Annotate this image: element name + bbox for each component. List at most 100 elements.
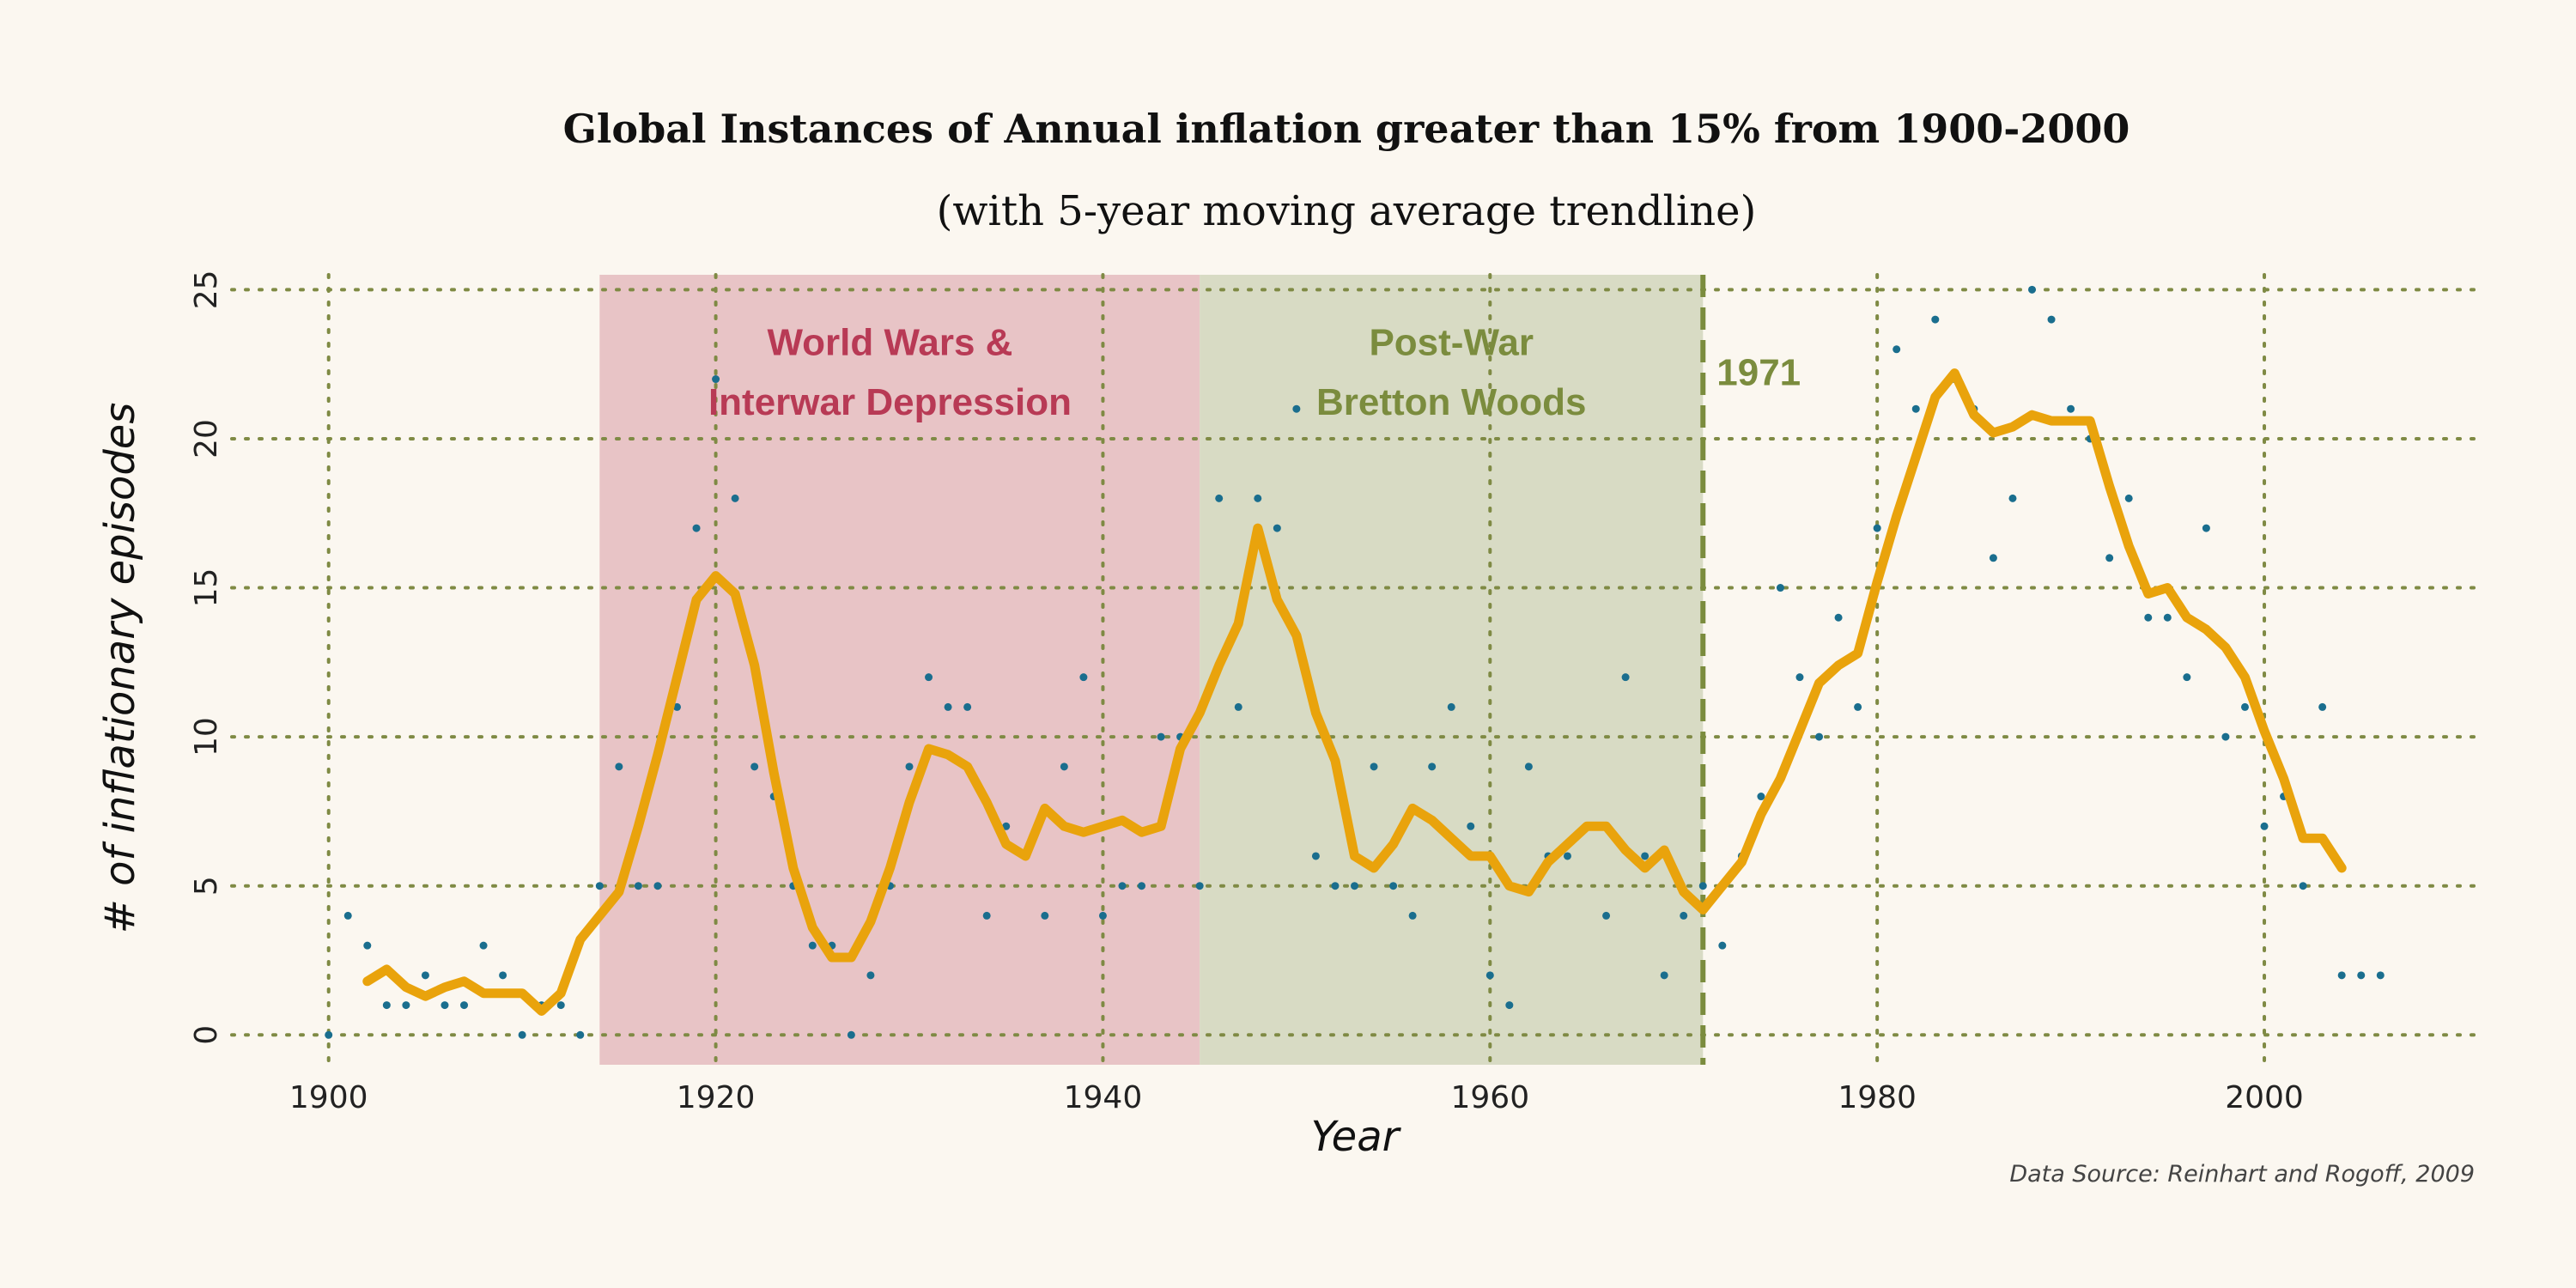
region-label-2-line-2: Bretton Woods bbox=[1316, 381, 1587, 423]
data-point-1958 bbox=[1447, 702, 1455, 711]
data-point-1959 bbox=[1467, 822, 1475, 830]
data-point-1928 bbox=[866, 971, 875, 980]
data-point-1972 bbox=[1718, 941, 1727, 950]
data-point-1997 bbox=[2202, 524, 2210, 532]
data-point-1918 bbox=[672, 702, 681, 711]
data-point-1905 bbox=[421, 971, 429, 980]
data-point-1939 bbox=[1079, 673, 1088, 682]
data-point-1937 bbox=[1041, 911, 1049, 920]
data-point-1919 bbox=[692, 524, 701, 532]
data-point-1962 bbox=[1524, 762, 1533, 771]
region-label-2-line-1: Post-War bbox=[1369, 322, 1534, 364]
data-point-1989 bbox=[2047, 315, 2056, 324]
data-point-1954 bbox=[1370, 762, 1378, 771]
data-point-1975 bbox=[1776, 584, 1784, 592]
region-labels: 1971 World Wars & Interwar Depression Post-… bbox=[708, 322, 1801, 423]
data-point-1934 bbox=[982, 911, 991, 920]
data-point-1955 bbox=[1389, 882, 1398, 890]
data-point-1956 bbox=[1408, 911, 1417, 920]
y-tick-label-10: 10 bbox=[189, 717, 224, 756]
data-point-1952 bbox=[1331, 882, 1340, 890]
data-point-2002 bbox=[2299, 882, 2307, 890]
data-point-1925 bbox=[808, 941, 817, 950]
data-point-1922 bbox=[750, 762, 759, 771]
data-point-2006 bbox=[2376, 971, 2385, 980]
data-point-1976 bbox=[1795, 673, 1804, 682]
trendline-layer bbox=[362, 368, 2347, 1016]
data-point-2000 bbox=[2260, 822, 2269, 830]
data-point-1949 bbox=[1273, 524, 1281, 532]
data-point-1998 bbox=[2221, 732, 2230, 741]
x-tick-label-1960: 1960 bbox=[1450, 1080, 1529, 1115]
data-point-1913 bbox=[576, 1030, 585, 1039]
data-point-1903 bbox=[382, 1001, 391, 1010]
data-point-1933 bbox=[963, 702, 972, 711]
region-band-1 bbox=[599, 275, 1200, 1065]
data-point-1914 bbox=[595, 882, 604, 890]
y-tick-label-25: 25 bbox=[189, 270, 224, 309]
data-point-1943 bbox=[1157, 732, 1165, 741]
data-point-1983 bbox=[1931, 315, 1940, 324]
data-point-1920 bbox=[712, 375, 720, 384]
y-tick-label-15: 15 bbox=[189, 568, 224, 608]
x-tick-label-1900: 1900 bbox=[289, 1080, 368, 1115]
data-point-2003 bbox=[2318, 702, 2327, 711]
data-point-1900 bbox=[325, 1030, 333, 1039]
data-point-1912 bbox=[556, 1001, 565, 1010]
trendline bbox=[362, 368, 2347, 1016]
data-point-1980 bbox=[1873, 524, 1881, 532]
region-label-1-line-2: Interwar Depression bbox=[708, 381, 1072, 423]
x-tick-label-1940: 1940 bbox=[1064, 1080, 1143, 1115]
data-point-1968 bbox=[1641, 852, 1649, 860]
data-point-1931 bbox=[925, 673, 933, 682]
chart-title: Global Instances of Annual inflation gre… bbox=[563, 106, 2130, 152]
data-point-1993 bbox=[2124, 494, 2133, 502]
shaded-regions bbox=[599, 275, 1704, 1065]
region-band-2 bbox=[1200, 275, 1704, 1065]
data-point-1950 bbox=[1292, 404, 1301, 413]
data-point-1927 bbox=[847, 1030, 855, 1039]
data-point-1907 bbox=[460, 1001, 469, 1010]
data-point-1904 bbox=[402, 1001, 410, 1010]
data-point-1974 bbox=[1757, 793, 1765, 801]
data-point-1994 bbox=[2144, 613, 2153, 622]
data-point-1957 bbox=[1428, 762, 1437, 771]
data-point-1901 bbox=[343, 911, 352, 920]
x-tick-label-1980: 1980 bbox=[1838, 1080, 1917, 1115]
data-point-1908 bbox=[479, 941, 488, 950]
data-point-1990 bbox=[2067, 404, 2075, 413]
x-tick-label-1920: 1920 bbox=[677, 1080, 756, 1115]
data-point-1979 bbox=[1854, 702, 1862, 711]
data-point-1930 bbox=[905, 762, 914, 771]
tick-labels: 1900 1920 1940 1960 1980 2000 0 5 10 15 20 25 bbox=[189, 270, 2304, 1115]
data-point-1961 bbox=[1505, 1001, 1514, 1010]
data-point-1971 bbox=[1698, 882, 1707, 890]
data-point-1935 bbox=[1002, 822, 1011, 830]
y-tick-label-0: 0 bbox=[189, 1025, 224, 1045]
data-point-1906 bbox=[440, 1001, 449, 1010]
y-tick-label-5: 5 bbox=[189, 876, 224, 896]
data-point-1938 bbox=[1060, 762, 1068, 771]
gridlines bbox=[230, 273, 2479, 1066]
data-point-1969 bbox=[1660, 971, 1668, 980]
data-point-1992 bbox=[2105, 554, 2114, 562]
data-point-2005 bbox=[2357, 971, 2366, 980]
data-point-1967 bbox=[1621, 673, 1630, 682]
data-point-1981 bbox=[1893, 345, 1901, 354]
x-axis-title: Year bbox=[1311, 1113, 1402, 1161]
data-point-1948 bbox=[1254, 494, 1262, 502]
data-point-1978 bbox=[1834, 613, 1843, 622]
data-point-1941 bbox=[1118, 882, 1127, 890]
data-point-2004 bbox=[2337, 971, 2346, 980]
data-point-1902 bbox=[363, 941, 372, 950]
y-axis-title: # of inflationary episodes bbox=[96, 403, 144, 934]
data-point-1932 bbox=[944, 702, 952, 711]
data-point-1966 bbox=[1602, 911, 1611, 920]
x-tick-label-2000: 2000 bbox=[2225, 1080, 2304, 1115]
data-point-1982 bbox=[1911, 404, 1920, 413]
data-point-1940 bbox=[1098, 911, 1107, 920]
data-point-1986 bbox=[1989, 554, 1997, 562]
data-point-1910 bbox=[518, 1030, 526, 1039]
